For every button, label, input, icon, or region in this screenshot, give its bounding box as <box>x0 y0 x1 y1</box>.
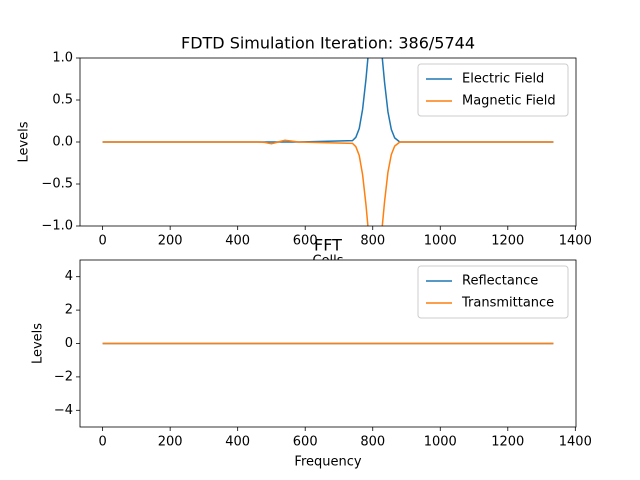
x-tick-label: 1200 <box>491 435 524 450</box>
data-line <box>102 139 554 226</box>
y-tick-label: 0 <box>65 336 73 351</box>
y-axis-label: Levels <box>31 323 46 364</box>
x-tick-label: 800 <box>360 234 385 249</box>
x-tick-label: 1000 <box>424 435 457 450</box>
legend-label: Electric Field <box>462 72 544 87</box>
x-tick-label: 1200 <box>491 234 524 249</box>
legend-label: Magnetic Field <box>462 94 556 109</box>
x-tick-label: 600 <box>293 234 318 249</box>
y-tick-label: −4 <box>54 403 73 418</box>
y-tick-label: −2 <box>54 369 73 384</box>
legend-box <box>417 265 569 319</box>
x-tick-label: 0 <box>98 234 106 249</box>
y-tick-label: −1.0 <box>41 219 73 234</box>
x-axis-label: Frequency <box>294 455 361 470</box>
legend-label: Reflectance <box>462 274 538 289</box>
x-tick-label: 200 <box>158 234 183 249</box>
y-tick-label: 1.0 <box>52 51 73 66</box>
x-tick-label: 0 <box>98 435 106 450</box>
y-tick-label: 0.5 <box>52 93 73 108</box>
y-tick-label: 4 <box>65 269 73 284</box>
x-tick-label: 1400 <box>559 435 592 450</box>
x-tick-label: 800 <box>360 435 385 450</box>
x-tick-label: 1000 <box>424 234 457 249</box>
chart-title: FDTD Simulation Iteration: 386/5744 <box>181 34 475 53</box>
x-tick-label: 1400 <box>559 234 592 249</box>
chart-title: FFT <box>314 236 342 255</box>
y-tick-label: 0.0 <box>52 135 73 150</box>
legend-box <box>417 63 569 117</box>
y-tick-label: −0.5 <box>41 177 73 192</box>
x-tick-label: 400 <box>225 435 250 450</box>
legend-label: Transmittance <box>461 296 554 311</box>
x-tick-label: 600 <box>293 435 318 450</box>
y-axis-label: Levels <box>17 121 32 162</box>
x-tick-label: 400 <box>225 234 250 249</box>
x-tick-label: 200 <box>158 435 183 450</box>
y-tick-label: 2 <box>65 303 73 318</box>
